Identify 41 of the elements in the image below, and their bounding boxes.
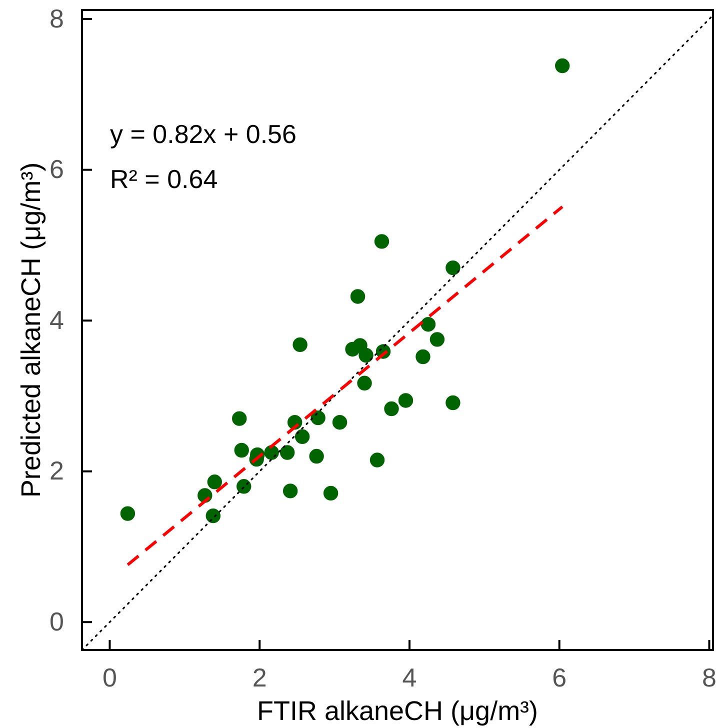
point bbox=[236, 479, 252, 494]
point bbox=[430, 332, 445, 347]
point bbox=[357, 376, 372, 390]
point bbox=[446, 395, 460, 410]
point bbox=[420, 317, 436, 332]
annotation: R² = 0.64 bbox=[110, 164, 218, 194]
point bbox=[384, 401, 399, 416]
point bbox=[358, 348, 374, 363]
point bbox=[120, 506, 136, 521]
x-tick-label: 0 bbox=[102, 662, 117, 692]
y-tick-label: 8 bbox=[50, 3, 64, 34]
point bbox=[309, 448, 324, 464]
x-tick-label: 4 bbox=[402, 662, 417, 692]
point bbox=[555, 58, 570, 74]
x-tick-label: 8 bbox=[702, 662, 716, 692]
point bbox=[370, 452, 385, 468]
point bbox=[416, 349, 430, 364]
point bbox=[294, 429, 310, 444]
point bbox=[206, 508, 220, 524]
point bbox=[207, 474, 222, 490]
point bbox=[234, 442, 249, 458]
point bbox=[350, 289, 366, 304]
point bbox=[374, 234, 390, 249]
point bbox=[323, 486, 338, 501]
point bbox=[232, 411, 247, 426]
point bbox=[398, 393, 414, 408]
y-axis-title: Predicted alkaneCH (μg/m³) bbox=[16, 162, 46, 498]
y-tick-label: 6 bbox=[50, 154, 64, 184]
point bbox=[280, 445, 295, 460]
point bbox=[282, 484, 298, 498]
annotation: y = 0.82x + 0.56 bbox=[110, 119, 296, 149]
x-tick-label: 2 bbox=[252, 662, 267, 692]
point bbox=[292, 337, 308, 352]
point bbox=[446, 260, 460, 276]
x-axis-title: FTIR alkaneCH (μg/m³) bbox=[256, 696, 538, 726]
y-tick-label: 4 bbox=[50, 304, 64, 335]
y-tick-label: 0 bbox=[50, 606, 64, 636]
y-tick-label: 2 bbox=[50, 456, 64, 486]
x-tick-label: 6 bbox=[552, 662, 567, 692]
point bbox=[310, 410, 326, 426]
point bbox=[332, 415, 348, 430]
